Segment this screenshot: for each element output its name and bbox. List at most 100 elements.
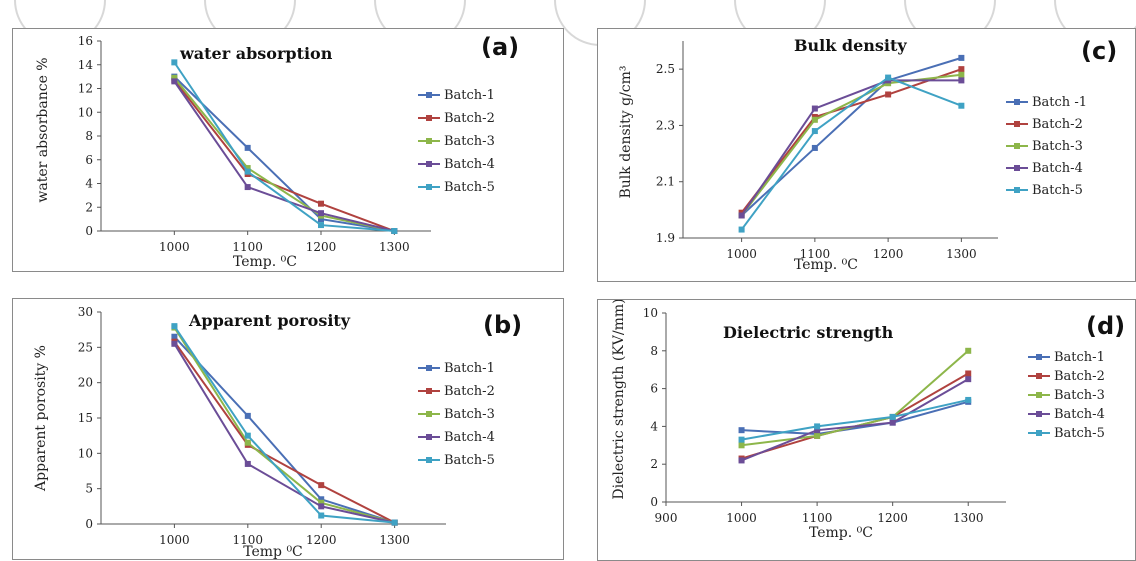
x-tick-label: 1300 bbox=[953, 511, 984, 525]
legend-label: Batch -1 bbox=[1032, 95, 1087, 110]
data-point bbox=[885, 74, 892, 81]
data-point bbox=[318, 512, 325, 519]
y-tick-label: 10 bbox=[643, 306, 658, 320]
y-tick-label: 1.9 bbox=[656, 231, 675, 245]
legend-swatch-marker bbox=[426, 184, 432, 190]
data-point bbox=[244, 165, 251, 172]
legend-label: Batch-3 bbox=[1032, 139, 1083, 154]
legend-swatch-marker bbox=[426, 92, 432, 98]
x-tick-label: 1000 bbox=[726, 511, 757, 525]
data-point bbox=[318, 216, 324, 223]
x-tick-label: 1000 bbox=[159, 240, 190, 254]
chart-title: water absorption bbox=[179, 44, 333, 63]
series-line-5 bbox=[173, 325, 395, 524]
y-tick-label: 16 bbox=[78, 34, 93, 48]
legend-swatch-marker bbox=[426, 138, 432, 144]
legend-label: Batch-4 bbox=[444, 157, 495, 172]
y-tick-label: 6 bbox=[650, 382, 658, 396]
data-point bbox=[171, 333, 178, 340]
legend-label: Batch-5 bbox=[444, 453, 495, 468]
y-tick-label: 12 bbox=[78, 82, 93, 96]
data-point bbox=[171, 78, 178, 85]
legend-label: Batch-1 bbox=[444, 88, 495, 103]
data-point bbox=[244, 432, 251, 439]
x-tick-label: 1200 bbox=[306, 533, 337, 547]
data-point bbox=[885, 91, 892, 98]
legend-swatch-marker bbox=[426, 434, 432, 440]
data-point bbox=[811, 128, 818, 135]
legend-label: Batch-3 bbox=[444, 134, 495, 149]
legend-label: Batch-3 bbox=[1054, 388, 1105, 403]
y-axis-title: water absorbance % bbox=[35, 57, 51, 202]
data-point bbox=[814, 427, 821, 434]
series-line-4 bbox=[173, 80, 395, 232]
x-tick-label: 1100 bbox=[233, 533, 264, 547]
y-tick-label: 2 bbox=[85, 200, 93, 214]
x-tick-label: 1000 bbox=[726, 247, 757, 261]
x-tick-label: 1100 bbox=[232, 240, 263, 254]
y-tick-label: 10 bbox=[78, 446, 93, 460]
legend-swatch-marker bbox=[1014, 99, 1020, 105]
x-axis-title: Temp ⁰C bbox=[243, 544, 303, 560]
data-point bbox=[965, 376, 972, 383]
x-tick-label: 1100 bbox=[800, 247, 831, 261]
legend-swatch-marker bbox=[426, 365, 432, 371]
x-tick-label: 900 bbox=[655, 511, 678, 525]
x-tick-label: 1200 bbox=[873, 247, 904, 261]
data-point bbox=[738, 457, 745, 464]
data-point bbox=[391, 519, 398, 526]
legend-label: Batch-1 bbox=[1054, 350, 1105, 365]
data-point bbox=[171, 340, 178, 347]
x-tick-label: 1300 bbox=[946, 247, 977, 261]
chart-c-svg: 1.9 2.1 2.3 2.5 1000 1100 1200 1300 Bulk density… bbox=[618, 36, 1117, 273]
chart-panel-b: 0 5 10 15 20 25 30 1000 1100 1200 1300 Apparent por… bbox=[12, 298, 564, 560]
panel-label: (b) bbox=[483, 311, 522, 339]
x-tick-label: 1200 bbox=[877, 511, 908, 525]
data-point bbox=[318, 503, 325, 510]
legend-label: Batch-1 bbox=[444, 361, 495, 376]
data-point bbox=[244, 168, 251, 175]
data-point bbox=[965, 396, 972, 403]
legend-label: Batch-4 bbox=[444, 430, 495, 445]
legend-swatch-marker bbox=[1014, 187, 1020, 193]
data-point bbox=[738, 427, 745, 434]
y-axis-title: Dielectric strength (KV/mm) bbox=[611, 300, 627, 500]
data-point bbox=[318, 222, 324, 229]
chart-a-svg: 0 2 4 6 8 10 12 14 16 1000 1100 1200 1300 water absor… bbox=[35, 33, 519, 270]
legend-swatch-marker bbox=[426, 457, 432, 463]
data-point bbox=[318, 496, 325, 503]
y-tick-label: 0 bbox=[650, 495, 658, 509]
data-point bbox=[814, 432, 821, 439]
data-point bbox=[958, 71, 965, 78]
chart-b-svg: 0 5 10 15 20 25 30 1000 1100 1200 1300 Apparent por… bbox=[33, 305, 522, 560]
x-tick-label: 1200 bbox=[306, 240, 337, 254]
chart-title: Dielectric strength bbox=[723, 323, 894, 342]
data-point bbox=[738, 226, 745, 233]
y-tick-label: 20 bbox=[78, 376, 93, 390]
data-point bbox=[811, 105, 818, 112]
data-point bbox=[171, 323, 178, 330]
x-axis-title: Temp. ⁰C bbox=[794, 257, 858, 273]
series-line-3 bbox=[740, 73, 962, 217]
y-tick-label: 30 bbox=[78, 305, 93, 319]
legend-label: Batch-5 bbox=[1054, 426, 1105, 441]
y-tick-label: 4 bbox=[85, 177, 93, 191]
series-line-5 bbox=[740, 76, 962, 231]
data-point bbox=[958, 66, 965, 73]
series-line-5 bbox=[741, 398, 969, 441]
y-tick-label: 8 bbox=[650, 344, 658, 358]
data-point bbox=[244, 144, 251, 151]
legend-label: Batch-2 bbox=[1054, 369, 1105, 384]
x-tick-label: 1300 bbox=[379, 533, 410, 547]
x-tick-label: 1000 bbox=[159, 533, 190, 547]
data-point bbox=[965, 370, 972, 377]
data-point bbox=[738, 436, 745, 443]
y-tick-label: 6 bbox=[85, 153, 93, 167]
legend-swatch-marker bbox=[1036, 430, 1042, 436]
legend-swatch-marker bbox=[1036, 354, 1042, 360]
data-point bbox=[889, 413, 896, 420]
data-point bbox=[318, 499, 325, 506]
legend-label: Batch-2 bbox=[444, 384, 495, 399]
series-line-2 bbox=[173, 341, 396, 524]
legend-swatch-marker bbox=[426, 115, 432, 121]
